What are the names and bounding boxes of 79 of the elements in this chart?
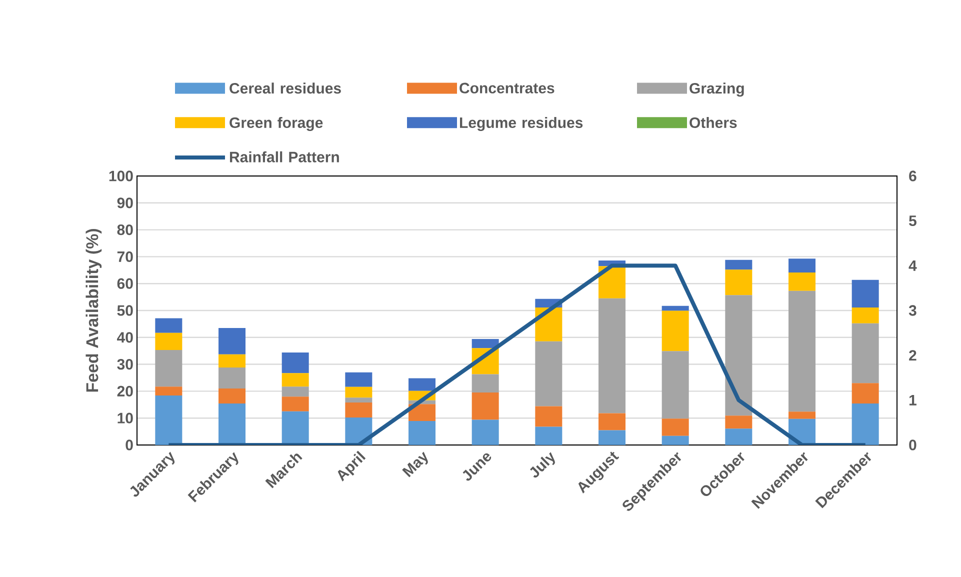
legend-label: Grazing: [690, 82, 744, 97]
bar: [282, 411, 309, 445]
bar: [155, 318, 182, 333]
legend-label: Rainfall Pattern: [230, 151, 339, 162]
bar: [725, 295, 752, 416]
bar: [852, 323, 879, 384]
bar: [472, 420, 499, 445]
y-tick-label: 20: [117, 386, 133, 396]
bar: [345, 386, 372, 398]
bar: [472, 392, 499, 420]
bar: [282, 373, 309, 387]
bar: [598, 298, 626, 414]
bar: [725, 416, 752, 429]
bar: [788, 258, 816, 273]
y2-tick-label: 1: [909, 394, 916, 406]
y2-tick-label: 3: [908, 305, 916, 316]
y2-tick-label: 6: [909, 170, 916, 182]
bar: [535, 426, 562, 445]
bar: [535, 341, 562, 406]
y-tick-label: 70: [117, 251, 133, 262]
y2-tick-label: 0: [909, 440, 916, 450]
y2-tick-label: 4: [908, 260, 917, 271]
y-tick-label: 40: [117, 332, 133, 343]
bar: [788, 272, 816, 291]
bar: [725, 270, 752, 296]
bar: [218, 388, 246, 404]
legend-label: Concentrates: [460, 82, 554, 94]
bar: [598, 413, 626, 430]
bar: [598, 266, 626, 298]
bar: [155, 350, 182, 387]
bar: [345, 372, 372, 387]
bar: [535, 308, 562, 342]
bar: [662, 310, 689, 352]
bar: [725, 428, 752, 445]
y-tick-label: 100: [109, 170, 133, 182]
y-tick-label: 10: [118, 412, 133, 424]
y-tick-label: 90: [117, 198, 133, 208]
bar: [662, 436, 689, 445]
bar: [472, 374, 499, 393]
y-axis-title: Feed Availability (%): [86, 229, 102, 392]
bar: [788, 290, 816, 412]
bar: [408, 378, 436, 391]
bar: [788, 412, 816, 419]
bar: [662, 418, 689, 436]
legend-label: Cereal residues: [230, 82, 341, 94]
bar: [408, 404, 436, 422]
bar: [345, 402, 372, 418]
y-tick-label: 0: [126, 440, 133, 450]
bar: [282, 396, 309, 412]
y-tick-label: 30: [117, 358, 133, 370]
y-tick-label: 50: [117, 305, 133, 316]
y-tick-label: 60: [117, 278, 133, 289]
bar: [345, 398, 372, 402]
bar: [155, 395, 182, 445]
bar: [408, 421, 436, 445]
bar: [155, 332, 182, 350]
bar: [662, 351, 689, 419]
bar: [218, 404, 246, 445]
bar: [535, 406, 562, 427]
y2-tick-label: 5: [908, 216, 916, 226]
legend-label: Green forage: [230, 116, 323, 132]
bar: [852, 308, 879, 324]
bar: [662, 306, 689, 311]
bar: [155, 386, 182, 396]
bar: [218, 328, 246, 354]
legend-label: Legume residues: [460, 116, 583, 132]
y-tick-label: 80: [117, 224, 133, 236]
legend-label: Others: [690, 116, 737, 128]
bar: [282, 352, 309, 374]
bar: [218, 368, 246, 388]
bar: [282, 386, 309, 397]
y2-tick-label: 2: [909, 350, 916, 361]
bar: [725, 260, 752, 270]
bar: [852, 280, 879, 308]
bar: [852, 404, 879, 445]
bar: [218, 354, 246, 368]
bar: [852, 383, 879, 404]
bar: [598, 430, 626, 445]
bar: [472, 339, 499, 348]
